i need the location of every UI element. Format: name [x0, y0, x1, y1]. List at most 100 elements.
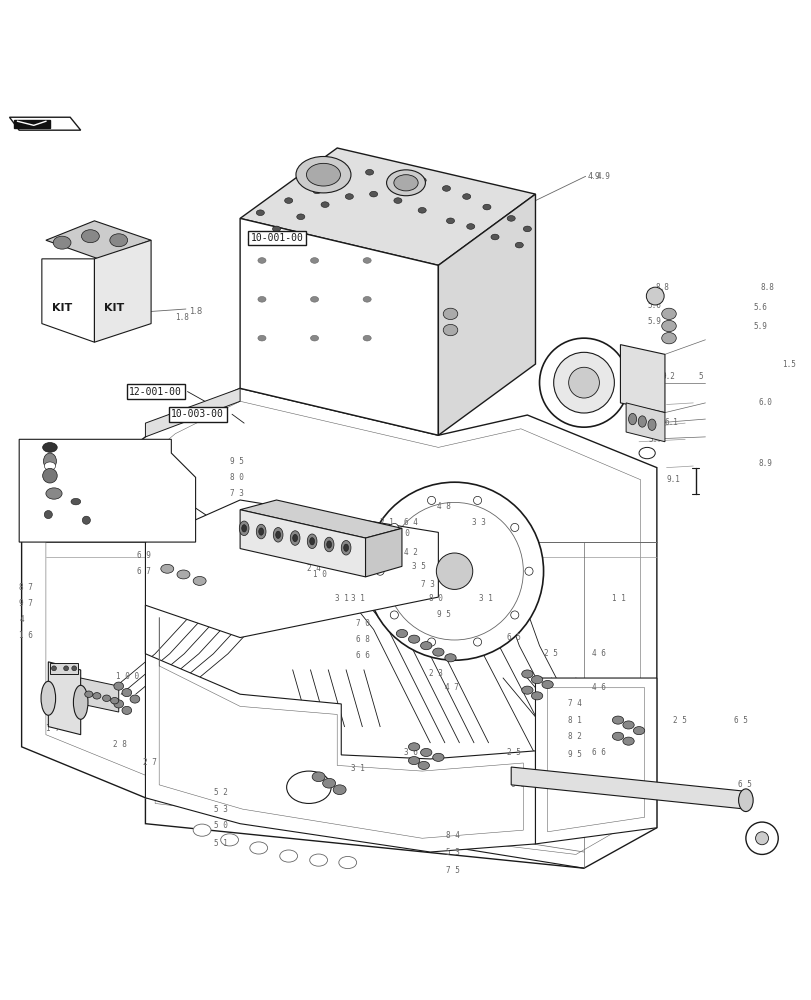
Text: 5: 5 — [698, 372, 702, 381]
Text: 3 1: 3 1 — [478, 594, 492, 603]
Text: 3 1: 3 1 — [350, 594, 364, 603]
Text: 5 1: 5 1 — [214, 839, 228, 848]
Ellipse shape — [523, 226, 530, 232]
Ellipse shape — [258, 335, 266, 341]
Ellipse shape — [473, 496, 481, 504]
Text: 4: 4 — [19, 615, 24, 624]
Ellipse shape — [250, 842, 268, 854]
Text: 8: 8 — [328, 544, 333, 553]
Text: 12-001-00: 12-001-00 — [129, 387, 182, 397]
Text: 4 0: 4 0 — [396, 529, 410, 538]
Ellipse shape — [343, 544, 348, 551]
Ellipse shape — [193, 576, 206, 585]
Ellipse shape — [45, 462, 55, 470]
Ellipse shape — [280, 850, 297, 862]
Ellipse shape — [82, 516, 90, 524]
Text: 6 5: 6 5 — [733, 716, 747, 725]
Ellipse shape — [258, 296, 266, 302]
Ellipse shape — [341, 176, 349, 182]
Ellipse shape — [365, 482, 543, 660]
Ellipse shape — [41, 681, 55, 715]
Ellipse shape — [444, 654, 456, 662]
Ellipse shape — [436, 553, 472, 589]
Ellipse shape — [333, 785, 345, 795]
Ellipse shape — [466, 224, 474, 229]
Ellipse shape — [81, 230, 99, 243]
Text: 2 8: 2 8 — [113, 740, 127, 749]
Text: 5.9: 5.9 — [753, 322, 767, 331]
Text: 2 0: 2 0 — [113, 446, 127, 455]
Polygon shape — [240, 500, 401, 538]
Ellipse shape — [661, 308, 676, 320]
Ellipse shape — [568, 367, 599, 398]
Ellipse shape — [239, 521, 249, 536]
Polygon shape — [10, 117, 80, 130]
Ellipse shape — [345, 194, 353, 199]
Ellipse shape — [122, 689, 131, 697]
Ellipse shape — [462, 194, 470, 199]
Ellipse shape — [390, 611, 398, 619]
Ellipse shape — [341, 540, 350, 555]
Ellipse shape — [310, 296, 318, 302]
Ellipse shape — [745, 822, 777, 854]
Ellipse shape — [611, 716, 623, 724]
Ellipse shape — [611, 732, 623, 740]
Text: 10-003-00: 10-003-00 — [171, 409, 224, 419]
Text: 6 4: 6 4 — [404, 518, 418, 527]
Ellipse shape — [324, 537, 333, 552]
Text: 5 3: 5 3 — [446, 848, 460, 857]
Polygon shape — [365, 528, 401, 577]
Ellipse shape — [272, 226, 281, 232]
Ellipse shape — [483, 204, 491, 210]
Text: 3 3: 3 3 — [472, 518, 486, 527]
Polygon shape — [511, 767, 745, 809]
Polygon shape — [534, 678, 656, 844]
Text: 9: 9 — [315, 556, 320, 565]
Ellipse shape — [637, 416, 646, 427]
Ellipse shape — [63, 666, 68, 671]
Text: 7 4: 7 4 — [567, 699, 581, 708]
Text: 1 1: 1 1 — [611, 594, 625, 603]
Ellipse shape — [530, 692, 542, 700]
Ellipse shape — [646, 287, 663, 305]
Text: 6 6: 6 6 — [355, 651, 369, 660]
Ellipse shape — [510, 611, 518, 619]
Polygon shape — [438, 194, 534, 435]
Text: 1 6: 1 6 — [19, 631, 33, 640]
Ellipse shape — [51, 666, 56, 671]
Ellipse shape — [418, 178, 426, 183]
Ellipse shape — [553, 352, 614, 413]
Text: 9 5: 9 5 — [230, 457, 244, 466]
Ellipse shape — [306, 163, 340, 186]
Ellipse shape — [386, 170, 425, 196]
Ellipse shape — [369, 191, 377, 197]
Ellipse shape — [114, 700, 123, 708]
Ellipse shape — [242, 525, 247, 532]
Ellipse shape — [290, 531, 299, 545]
Text: 2 3: 2 3 — [428, 669, 442, 678]
Ellipse shape — [256, 210, 264, 216]
Text: 4 7: 4 7 — [444, 683, 458, 692]
Ellipse shape — [628, 413, 636, 425]
Ellipse shape — [310, 258, 318, 263]
Ellipse shape — [161, 564, 174, 573]
Text: 4 8: 4 8 — [436, 502, 450, 511]
Polygon shape — [145, 500, 438, 638]
Ellipse shape — [292, 534, 297, 542]
Text: 9 5: 9 5 — [436, 610, 450, 619]
Ellipse shape — [193, 824, 211, 836]
Ellipse shape — [418, 207, 426, 213]
Text: 3 1: 3 1 — [350, 764, 364, 773]
Text: 6.0: 6.0 — [757, 398, 771, 407]
Ellipse shape — [110, 697, 118, 704]
Ellipse shape — [45, 511, 52, 519]
Ellipse shape — [248, 237, 256, 242]
Text: 6 9: 6 9 — [137, 551, 151, 560]
Text: 1.8: 1.8 — [175, 313, 189, 322]
Ellipse shape — [276, 531, 281, 538]
Text: 6 7: 6 7 — [137, 567, 151, 576]
Ellipse shape — [84, 691, 92, 697]
Ellipse shape — [53, 236, 71, 249]
Ellipse shape — [393, 198, 401, 203]
Ellipse shape — [365, 169, 373, 175]
